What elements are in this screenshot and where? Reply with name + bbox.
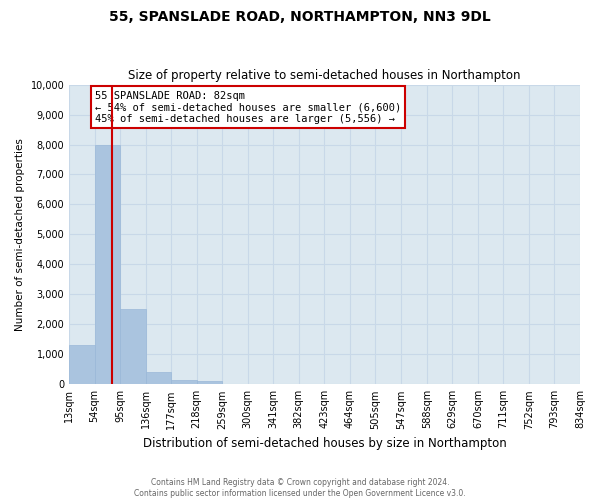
Y-axis label: Number of semi-detached properties: Number of semi-detached properties [15,138,25,331]
Bar [146,372,171,384]
Bar [197,382,222,384]
Text: 55, SPANSLADE ROAD, NORTHAMPTON, NN3 9DL: 55, SPANSLADE ROAD, NORTHAMPTON, NN3 9DL [109,10,491,24]
Bar [69,346,95,385]
Bar [95,144,120,384]
Title: Size of property relative to semi-detached houses in Northampton: Size of property relative to semi-detach… [128,69,521,82]
Bar [120,310,146,384]
Text: 55 SPANSLADE ROAD: 82sqm
← 54% of semi-detached houses are smaller (6,600)
45% o: 55 SPANSLADE ROAD: 82sqm ← 54% of semi-d… [95,90,401,124]
Text: Contains HM Land Registry data © Crown copyright and database right 2024.
Contai: Contains HM Land Registry data © Crown c… [134,478,466,498]
Bar [171,380,197,384]
X-axis label: Distribution of semi-detached houses by size in Northampton: Distribution of semi-detached houses by … [143,437,506,450]
